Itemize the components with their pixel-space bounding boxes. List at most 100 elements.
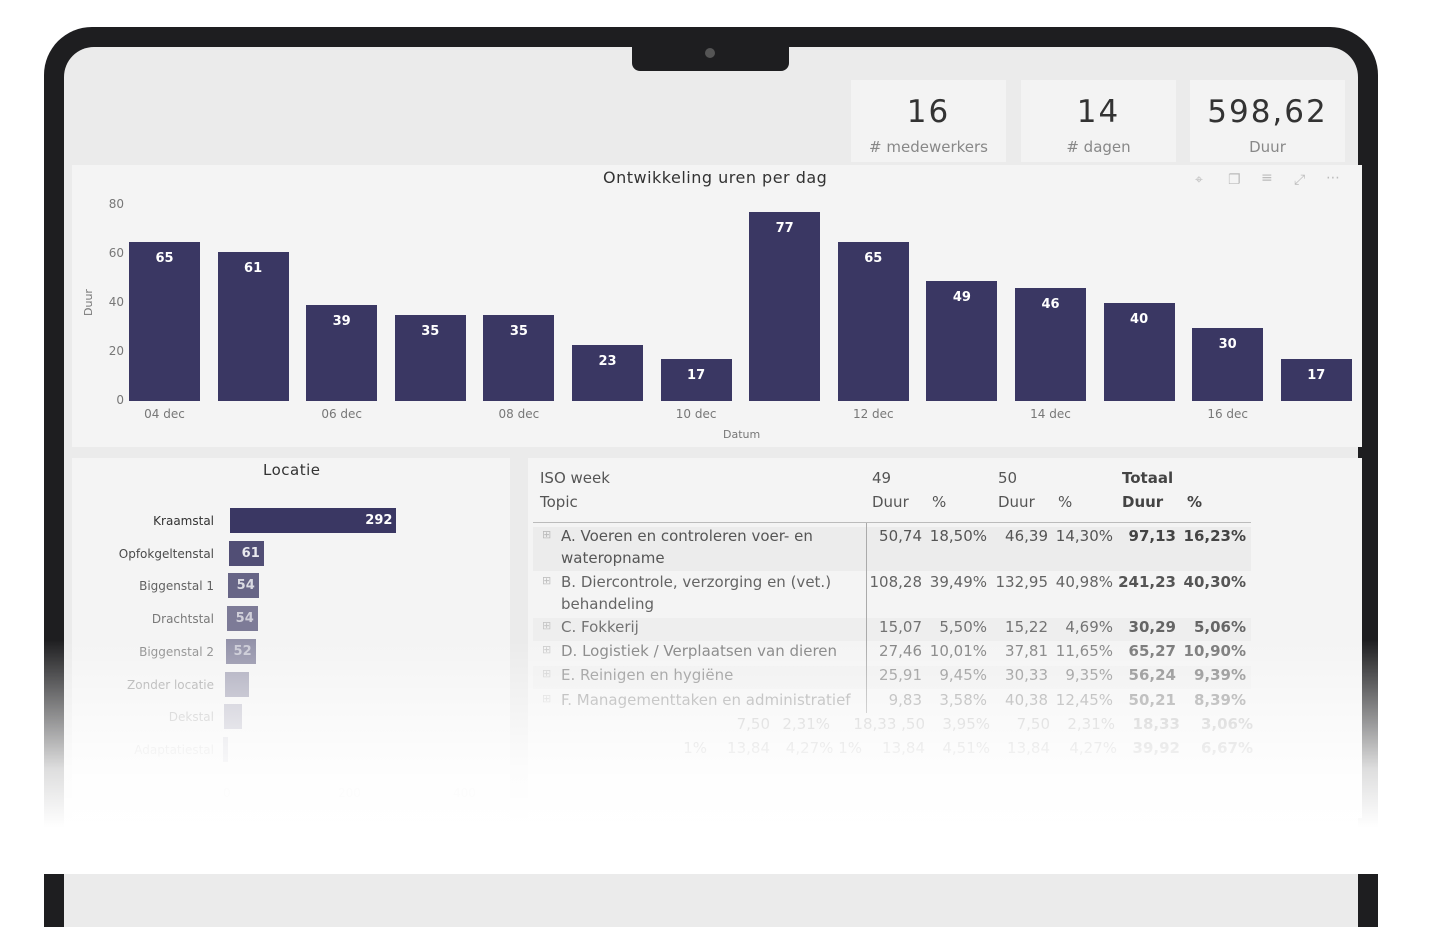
bar-data-label: 17 <box>687 368 706 384</box>
category-label: Biggenstal 2 <box>139 644 214 659</box>
x-tick-label: 400 <box>453 786 476 800</box>
table-cell: 3,06% <box>1200 715 1253 733</box>
bar-data-label: 35 <box>509 324 528 340</box>
table-row[interactable] <box>533 573 1251 617</box>
table-cell: 46,39 <box>1005 527 1048 545</box>
category-label: Adaptatiestal <box>134 742 214 757</box>
table-cell: 5,06% <box>1193 618 1246 636</box>
bar-biggenstal-1[interactable] <box>228 573 259 599</box>
bar-data-label: 52 <box>233 643 252 659</box>
expand-icon[interactable]: ⊞ <box>542 643 552 656</box>
table-cell: 40,98% <box>1055 573 1113 591</box>
bar-zonder-locatie[interactable] <box>225 671 249 697</box>
bar-05-dec[interactable] <box>217 251 289 401</box>
bar-06-dec[interactable] <box>306 305 378 401</box>
table-cell: 2,31% <box>782 715 830 733</box>
table-row[interactable] <box>533 527 1251 571</box>
table-cell: 241,23 <box>1118 573 1176 591</box>
bar-04-dec[interactable] <box>129 241 200 401</box>
header-week-49: 49 <box>872 469 892 487</box>
bar-data-label: 65 <box>155 250 174 266</box>
x-tick-label: 04 dec <box>144 407 185 421</box>
bar-16-dec[interactable] <box>1192 327 1264 401</box>
kpi-label: Duur <box>1249 138 1286 156</box>
expand-icon[interactable]: ⊞ <box>542 692 552 705</box>
camera-icon <box>705 48 715 58</box>
expand-icon[interactable]: ⊞ <box>542 528 552 541</box>
chart-title: Ontwikkeling uren per dag <box>603 168 828 187</box>
bar-10-dec[interactable] <box>660 359 732 401</box>
expand-icon[interactable]: ⊞ <box>542 667 552 680</box>
table-cell: 39,49% <box>929 573 987 591</box>
bar-data-label: 65 <box>864 250 883 266</box>
table-cell: 40,30% <box>1183 573 1246 591</box>
table-cell: 4,69% <box>1065 618 1113 636</box>
category-label: Biggenstal 1 <box>139 579 214 594</box>
table-cell: 16,23% <box>1183 527 1246 545</box>
column-header: % <box>932 493 947 511</box>
chart-title: Locatie <box>263 461 321 479</box>
bar-adaptatiestal[interactable] <box>223 736 228 762</box>
category-label: Kraamstal <box>153 514 214 528</box>
bar-data-label: 40 <box>1130 312 1149 327</box>
expand-icon[interactable]: ⤢ <box>1294 172 1306 188</box>
table-cell: 50,21 <box>1128 691 1176 709</box>
kpi-label: # dagen <box>1066 138 1131 156</box>
bar-kraamstal[interactable] <box>230 508 397 533</box>
expand-icon[interactable]: ⊞ <box>542 619 552 632</box>
y-tick-label: 20 <box>108 344 124 358</box>
bar-data-label: 17 <box>1307 368 1326 384</box>
table-cell: 15,22 <box>1005 618 1048 636</box>
table-cell: 108,28 <box>869 573 923 591</box>
bar-15-dec[interactable] <box>1103 303 1175 401</box>
bar-07-dec[interactable] <box>394 315 466 401</box>
pin-icon[interactable]: ⌖ <box>1195 172 1203 188</box>
table-cell: 132,95 <box>995 573 1049 591</box>
bar-dekstal[interactable] <box>224 704 243 730</box>
header-totaal: Totaal <box>1122 469 1174 487</box>
bar-data-label: 39 <box>332 314 351 330</box>
y-tick-label: 40 <box>108 295 124 309</box>
bar-data-label: 61 <box>241 545 260 561</box>
copy-icon[interactable]: ❐ <box>1228 172 1241 188</box>
table-cell: 6,67% <box>1200 739 1253 757</box>
filter-icon[interactable]: ≡ <box>1261 170 1273 186</box>
bar-13-dec[interactable] <box>926 280 998 401</box>
bar-data-label: 77 <box>775 221 794 237</box>
more-icon[interactable]: ⋯ <box>1326 170 1340 186</box>
table-cell: 5,50% <box>939 618 987 636</box>
bar-17-dec[interactable] <box>1280 359 1352 401</box>
kpi-card-medewerkers: 16 # medewerkers <box>851 80 1006 162</box>
kpi-value: 598,62 <box>1207 94 1328 130</box>
expand-icon[interactable]: ⊞ <box>542 574 552 587</box>
bar-14-dec[interactable] <box>1015 288 1086 401</box>
bar-11-dec[interactable] <box>749 212 821 401</box>
x-tick-label: 10 dec <box>675 407 717 421</box>
x-tick-label: 0 <box>223 786 231 800</box>
topic-label: D. Logistiek / Verplaatsen van dieren <box>561 642 838 660</box>
bar-09-dec[interactable] <box>572 344 643 401</box>
x-axis-label: Datum <box>723 428 761 441</box>
x-tick-label: 08 dec <box>498 407 540 421</box>
table-cell: 50,74 <box>879 527 922 545</box>
table-cell: 9,39% <box>1193 666 1246 684</box>
bar-12-dec[interactable] <box>837 241 909 401</box>
column-header: Topic <box>540 493 578 511</box>
bar-data-label: 49 <box>952 289 971 305</box>
kpi-label: # medewerkers <box>869 138 988 156</box>
bar-data-label: 61 <box>244 260 263 276</box>
x-tick-label: 06 dec <box>321 407 363 421</box>
bar-opfokgeltenstal[interactable] <box>229 540 264 566</box>
y-tick-label: 80 <box>108 197 124 211</box>
topic-label: F. Managementtaken en administratief <box>561 691 851 709</box>
bar-08-dec[interactable] <box>483 315 555 401</box>
kpi-value: 14 <box>1076 94 1121 130</box>
bar-data-label: 54 <box>235 611 254 627</box>
category-label: Opfokgeltenstal <box>118 546 214 561</box>
bar-drachtstal[interactable] <box>227 606 258 632</box>
table-cell: 8,39% <box>1193 691 1246 709</box>
table-row[interactable] <box>533 618 1251 641</box>
topic-label: C. Fokkerij <box>561 618 639 636</box>
column-header: Duur <box>872 493 909 511</box>
topic-label-continued: behandeling <box>561 595 655 613</box>
